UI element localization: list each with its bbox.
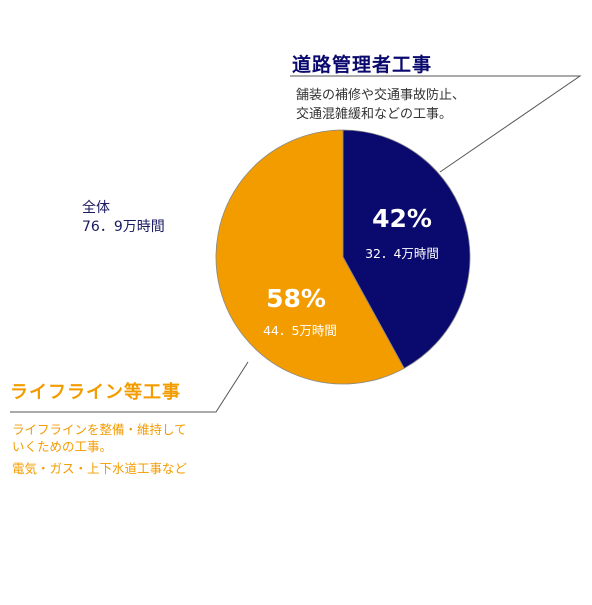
lifeline-works-title: ライフライン等工事	[10, 382, 181, 403]
road-works-title: 道路管理者工事	[292, 54, 433, 76]
road-value-label: 32．4万時間	[365, 246, 439, 261]
lifeline-works-note: 電気・ガス・上下水道工事など	[12, 461, 188, 476]
total-value: 76．9万時間	[82, 219, 165, 235]
total-title: 全体	[82, 200, 110, 216]
lifeline-works-description: ライフラインを整備・維持して いくための工事。	[12, 421, 187, 455]
road-percent-label: 42%	[372, 204, 432, 233]
lifeline-works-description-line: ライフラインを整備・維持して	[12, 422, 187, 437]
pie-slice-road-works	[342, 129, 471, 369]
road-works-description-line: 交通混雑緩和などの工事。	[296, 107, 453, 122]
pie-slice-lifeline-works	[215, 129, 405, 385]
lifeline-works-description-line: いくための工事。	[12, 439, 113, 454]
callout-line-lifeline	[10, 361, 249, 413]
lifeline-value-label: 44．5万時間	[263, 323, 337, 338]
road-works-description-line: 舗装の補修や交通事故防止、	[296, 88, 466, 103]
total-label: 全体 76．9万時間	[82, 199, 165, 237]
callout-line-road	[290, 75, 582, 173]
road-works-description: 舗装の補修や交通事故防止、 交通混雑緩和などの工事。	[296, 86, 465, 124]
lifeline-percent-label: 58%	[266, 284, 326, 313]
